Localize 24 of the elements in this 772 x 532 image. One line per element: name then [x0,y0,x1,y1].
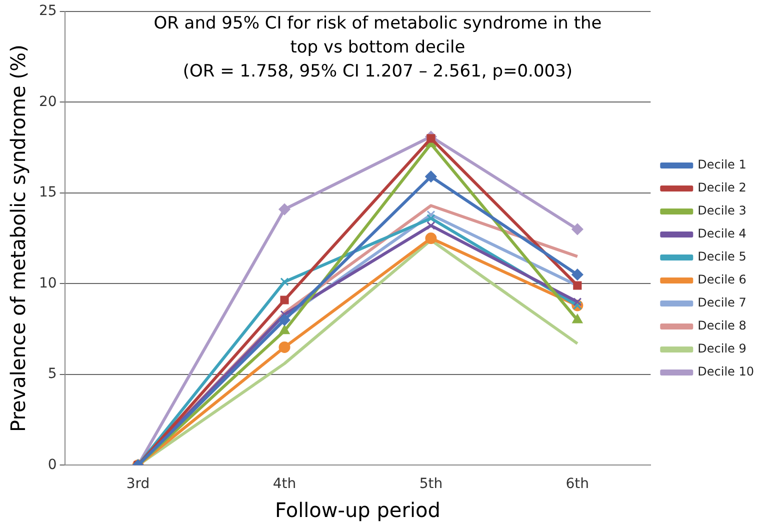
legend-label: Decile 5 [698,250,746,264]
y-axis-title: Prevalence of metabolic syndrome (%) [6,44,30,432]
y-tick-label: 5 [48,366,57,382]
legend-label: Decile 6 [698,272,746,287]
x-tick-label: 6th [566,476,590,492]
x-tick-label: 4th [272,476,296,492]
y-tick-label: 20 [38,94,57,110]
legend-label: Decile 3 [698,204,746,218]
legend-label: Decile 7 [698,296,746,310]
legend-label: Decile 4 [698,226,746,241]
x-tick-label: 3rd [126,476,150,492]
x-axis-title: Follow-up period [275,498,440,522]
y-tick-label: 25 [38,3,57,20]
legend-label: Decile 1 [698,158,746,172]
legend-label: Decile 8 [698,318,746,333]
legend-label: Decile 9 [698,342,746,356]
legend-label: Decile 10 [698,364,754,379]
y-tick-label: 15 [38,184,57,201]
text: (OR = 1.758, 95% CI 1.207 – 2.561, p=0.003) [182,61,573,82]
legend-label: Decile 2 [698,180,746,195]
x-tick-label: 5th [419,476,443,492]
text: OR and 95% CI for risk of metabolic syndrome in the top vs bottom decile [154,13,602,58]
y-tick-label: 10 [38,275,57,292]
y-tick-label: 0 [48,456,57,473]
